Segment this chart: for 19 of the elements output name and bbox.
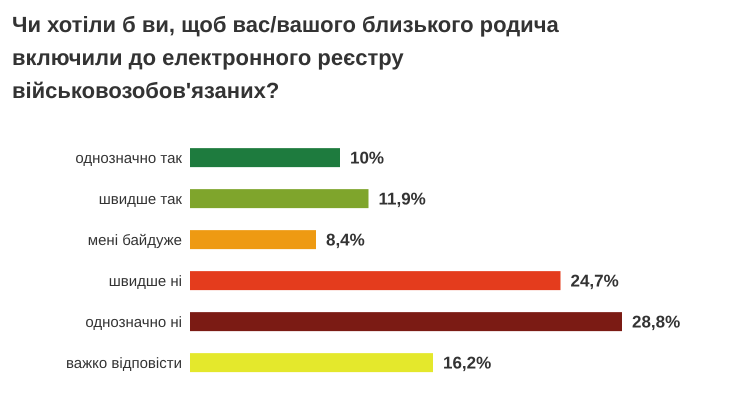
y-tick-label: однозначно ні: [85, 314, 182, 331]
data-label: 16,2%: [443, 354, 492, 373]
bar: [190, 353, 433, 372]
bar: [190, 271, 560, 290]
chart-title: Чи хотіли б ви, щоб вас/вашого близького родича включили до електронного реєстру військовозобов'язаних?: [12, 11, 560, 105]
y-tick-label: мені байдуже: [88, 232, 182, 249]
bar: [190, 230, 316, 250]
bar: [190, 312, 622, 332]
y-tick-label: швидше ні: [108, 272, 182, 290]
bar: [190, 148, 340, 168]
data-label: 24,7%: [570, 272, 619, 291]
y-tick-label: важко відповісти: [66, 354, 182, 372]
data-label: 11,9%: [378, 190, 426, 209]
y-tick-label: швидше так: [98, 190, 182, 208]
bar: [190, 189, 368, 208]
data-label: 8,4%: [326, 230, 365, 250]
data-label: 10%: [350, 148, 384, 168]
data-label: 28,8%: [632, 312, 680, 332]
y-tick-label: однозначно так: [75, 150, 182, 167]
